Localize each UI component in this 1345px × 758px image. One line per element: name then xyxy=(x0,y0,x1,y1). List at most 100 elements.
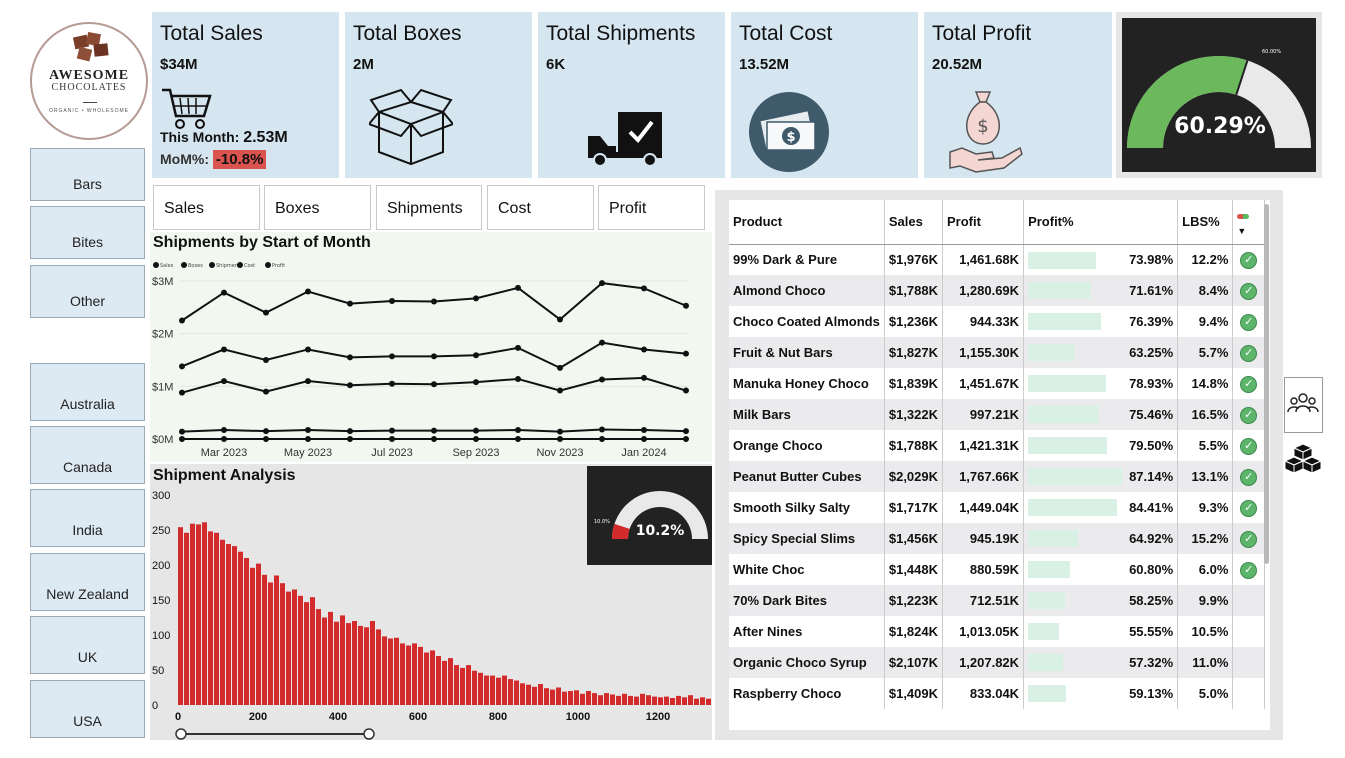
histogram-bar[interactable] xyxy=(484,675,489,705)
histogram-bar[interactable] xyxy=(514,680,519,706)
histogram-bar[interactable] xyxy=(316,609,321,705)
data-point-profit[interactable] xyxy=(221,346,227,353)
table-row[interactable]: Organic Choco Syrup $2,107K 1,207.82K 57.32… xyxy=(729,647,1265,678)
histogram-bar[interactable] xyxy=(610,694,615,706)
histogram-bar[interactable] xyxy=(250,567,255,705)
data-point-cost[interactable] xyxy=(431,381,437,388)
data-point-boxes[interactable] xyxy=(431,427,437,434)
slicer-canada[interactable]: Canada xyxy=(30,426,145,484)
histogram-bar[interactable] xyxy=(562,691,567,705)
histogram-bar[interactable] xyxy=(268,582,273,706)
histogram-bar[interactable] xyxy=(478,672,483,705)
histogram-bar[interactable] xyxy=(376,629,381,705)
histogram-bar[interactable] xyxy=(298,595,303,705)
range-slider-handle-max[interactable] xyxy=(363,728,375,740)
histogram-bar[interactable] xyxy=(580,693,585,705)
histogram-bar[interactable] xyxy=(670,698,675,705)
histogram-bar[interactable] xyxy=(430,650,435,705)
data-point-profit[interactable] xyxy=(599,339,605,346)
histogram-bar[interactable] xyxy=(238,551,243,705)
data-point-cost[interactable] xyxy=(683,387,689,394)
histogram-bar[interactable] xyxy=(208,531,213,705)
data-point-shipments[interactable] xyxy=(515,436,521,442)
table-row[interactable]: Choco Coated Almonds $1,236K 944.33K 76.39%… xyxy=(729,306,1265,337)
data-point-cost[interactable] xyxy=(179,389,185,396)
histogram-bar[interactable] xyxy=(502,675,507,705)
histogram-bar[interactable] xyxy=(424,652,429,706)
data-point-sales[interactable] xyxy=(557,316,563,323)
histogram-bar[interactable] xyxy=(700,697,705,705)
data-point-boxes[interactable] xyxy=(473,427,479,434)
data-point-boxes[interactable] xyxy=(347,428,353,435)
range-slider-handle-min[interactable] xyxy=(175,728,187,740)
tab-boxes[interactable]: Boxes xyxy=(264,185,371,230)
table-row[interactable]: White Choc $1,448K 880.59K 60.80% 6.0% ✓ xyxy=(729,554,1265,585)
legend-item-cost[interactable]: Cost xyxy=(237,262,255,269)
table-row[interactable]: Raspberry Choco $1,409K 833.04K 59.13% 5.0% xyxy=(729,678,1265,709)
histogram-bar[interactable] xyxy=(466,665,471,705)
data-point-cost[interactable] xyxy=(389,380,395,387)
histogram-bar[interactable] xyxy=(184,532,189,705)
data-point-shipments[interactable] xyxy=(305,436,311,442)
data-point-boxes[interactable] xyxy=(557,428,563,435)
data-point-boxes[interactable] xyxy=(221,427,227,434)
data-point-profit[interactable] xyxy=(557,364,563,371)
histogram-bar[interactable] xyxy=(352,621,357,705)
data-point-cost[interactable] xyxy=(599,376,605,383)
slicer-bites[interactable]: Bites xyxy=(30,206,145,259)
data-point-shipments[interactable] xyxy=(683,436,689,442)
col-header-sales[interactable]: Sales xyxy=(884,200,944,245)
slicer-usa[interactable]: USA xyxy=(30,680,145,738)
data-point-sales[interactable] xyxy=(683,302,689,309)
cubes-icon[interactable] xyxy=(1284,442,1322,476)
col-header-profit[interactable]: Profit xyxy=(942,200,1025,245)
histogram-bar[interactable] xyxy=(664,696,669,705)
data-point-shipments[interactable] xyxy=(431,436,437,442)
data-point-cost[interactable] xyxy=(515,375,521,382)
col-header-status[interactable]: ▼ xyxy=(1232,200,1265,245)
data-point-cost[interactable] xyxy=(641,374,647,381)
data-point-cost[interactable] xyxy=(263,388,269,395)
slicer-india[interactable]: India xyxy=(30,489,145,547)
data-point-sales[interactable] xyxy=(305,288,311,295)
histogram-bar[interactable] xyxy=(646,695,651,705)
histogram-bar[interactable] xyxy=(706,698,711,705)
slicer-uk[interactable]: UK xyxy=(30,616,145,674)
data-point-profit[interactable] xyxy=(431,353,437,360)
legend-item-sales[interactable]: Sales xyxy=(153,262,174,269)
histogram-bar[interactable] xyxy=(280,583,285,705)
histogram-bar[interactable] xyxy=(622,693,627,705)
data-point-boxes[interactable] xyxy=(389,427,395,434)
histogram-bar[interactable] xyxy=(526,684,531,705)
histogram-bar[interactable] xyxy=(490,675,495,705)
histogram-bar[interactable] xyxy=(436,656,441,705)
data-point-shipments[interactable] xyxy=(179,436,185,442)
histogram-bar[interactable] xyxy=(334,621,339,705)
histogram-bar[interactable] xyxy=(652,696,657,705)
histogram-bar[interactable] xyxy=(346,623,351,705)
histogram-bar[interactable] xyxy=(364,627,369,705)
tab-cost[interactable]: Cost xyxy=(487,185,594,230)
histogram-bar[interactable] xyxy=(532,686,537,705)
histogram-bar[interactable] xyxy=(286,591,291,705)
col-header-profit-pct[interactable]: Profit% xyxy=(1023,200,1179,245)
histogram-bar[interactable] xyxy=(598,695,603,705)
data-point-sales[interactable] xyxy=(221,289,227,296)
histogram-bar[interactable] xyxy=(568,691,573,705)
data-point-boxes[interactable] xyxy=(641,427,647,434)
histogram-bar[interactable] xyxy=(256,563,261,705)
histogram-bar[interactable] xyxy=(304,602,309,705)
histogram-bar[interactable] xyxy=(262,574,267,705)
data-point-shipments[interactable] xyxy=(557,436,563,442)
histogram-bar[interactable] xyxy=(496,677,501,705)
histogram-bar[interactable] xyxy=(190,523,195,705)
data-point-profit[interactable] xyxy=(389,353,395,360)
histogram-bar[interactable] xyxy=(202,522,207,705)
histogram-bar[interactable] xyxy=(226,544,231,705)
table-row[interactable]: Spicy Special Slims $1,456K 945.19K 64.92% 1… xyxy=(729,523,1265,554)
tab-profit[interactable]: Profit xyxy=(598,185,705,230)
histogram-bar[interactable] xyxy=(328,611,333,705)
histogram-bar[interactable] xyxy=(682,697,687,705)
histogram-bar[interactable] xyxy=(274,575,279,706)
histogram-bar[interactable] xyxy=(592,693,597,705)
